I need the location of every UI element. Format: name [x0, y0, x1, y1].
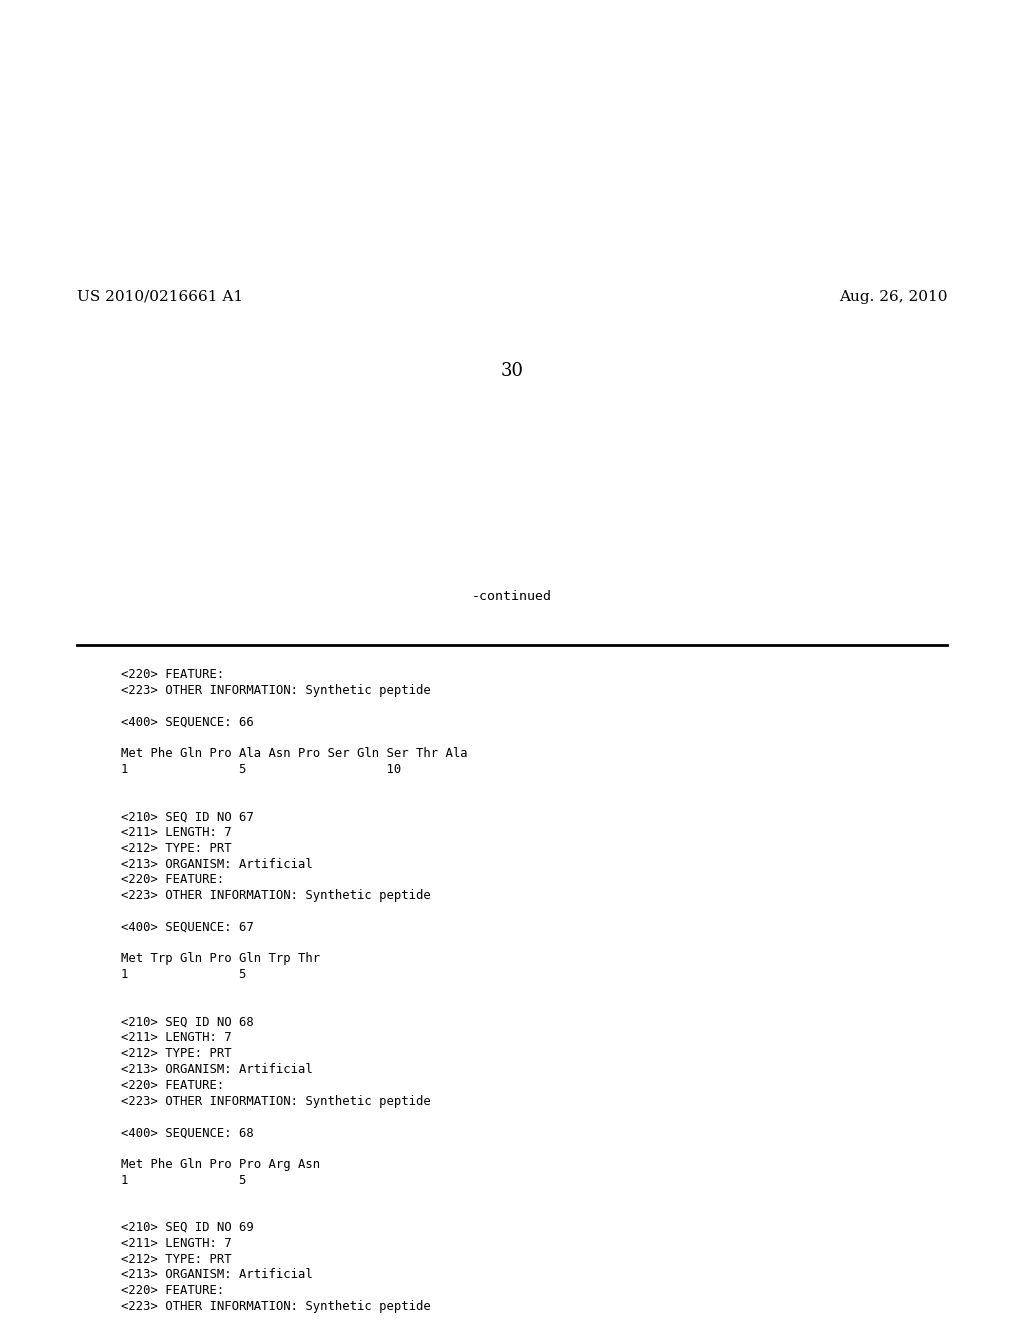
- Text: <210> SEQ ID NO 67: <210> SEQ ID NO 67: [121, 810, 254, 824]
- Text: <223> OTHER INFORMATION: Synthetic peptide: <223> OTHER INFORMATION: Synthetic pepti…: [121, 890, 430, 902]
- Text: US 2010/0216661 A1: US 2010/0216661 A1: [77, 290, 243, 304]
- Text: <210> SEQ ID NO 68: <210> SEQ ID NO 68: [121, 1015, 254, 1028]
- Text: <210> SEQ ID NO 69: <210> SEQ ID NO 69: [121, 1221, 254, 1234]
- Text: <400> SEQUENCE: 66: <400> SEQUENCE: 66: [121, 715, 254, 729]
- Text: 1               5                   10: 1 5 10: [121, 763, 401, 776]
- Text: 1               5: 1 5: [121, 968, 246, 981]
- Text: <211> LENGTH: 7: <211> LENGTH: 7: [121, 1031, 231, 1044]
- Text: <211> LENGTH: 7: <211> LENGTH: 7: [121, 1237, 231, 1250]
- Text: <400> SEQUENCE: 67: <400> SEQUENCE: 67: [121, 921, 254, 933]
- Text: <212> TYPE: PRT: <212> TYPE: PRT: [121, 842, 231, 855]
- Text: <220> FEATURE:: <220> FEATURE:: [121, 1078, 224, 1092]
- Text: <220> FEATURE:: <220> FEATURE:: [121, 874, 224, 887]
- Text: Aug. 26, 2010: Aug. 26, 2010: [839, 290, 947, 304]
- Text: <400> SEQUENCE: 68: <400> SEQUENCE: 68: [121, 1126, 254, 1139]
- Text: <213> ORGANISM: Artificial: <213> ORGANISM: Artificial: [121, 1063, 312, 1076]
- Text: <212> TYPE: PRT: <212> TYPE: PRT: [121, 1047, 231, 1060]
- Text: 30: 30: [501, 362, 523, 380]
- Text: <211> LENGTH: 7: <211> LENGTH: 7: [121, 826, 231, 840]
- Text: <223> OTHER INFORMATION: Synthetic peptide: <223> OTHER INFORMATION: Synthetic pepti…: [121, 1300, 430, 1313]
- Text: Met Phe Gln Pro Ala Asn Pro Ser Gln Ser Thr Ala: Met Phe Gln Pro Ala Asn Pro Ser Gln Ser …: [121, 747, 468, 760]
- Text: <212> TYPE: PRT: <212> TYPE: PRT: [121, 1253, 231, 1266]
- Text: Met Phe Gln Pro Pro Arg Asn: Met Phe Gln Pro Pro Arg Asn: [121, 1158, 319, 1171]
- Text: Met Trp Gln Pro Gln Trp Thr: Met Trp Gln Pro Gln Trp Thr: [121, 953, 319, 965]
- Text: <220> FEATURE:: <220> FEATURE:: [121, 668, 224, 681]
- Text: <213> ORGANISM: Artificial: <213> ORGANISM: Artificial: [121, 858, 312, 871]
- Text: -continued: -continued: [472, 590, 552, 603]
- Text: <223> OTHER INFORMATION: Synthetic peptide: <223> OTHER INFORMATION: Synthetic pepti…: [121, 1094, 430, 1107]
- Text: 1               5: 1 5: [121, 1173, 246, 1187]
- Text: <220> FEATURE:: <220> FEATURE:: [121, 1284, 224, 1298]
- Text: <223> OTHER INFORMATION: Synthetic peptide: <223> OTHER INFORMATION: Synthetic pepti…: [121, 684, 430, 697]
- Text: <213> ORGANISM: Artificial: <213> ORGANISM: Artificial: [121, 1269, 312, 1282]
